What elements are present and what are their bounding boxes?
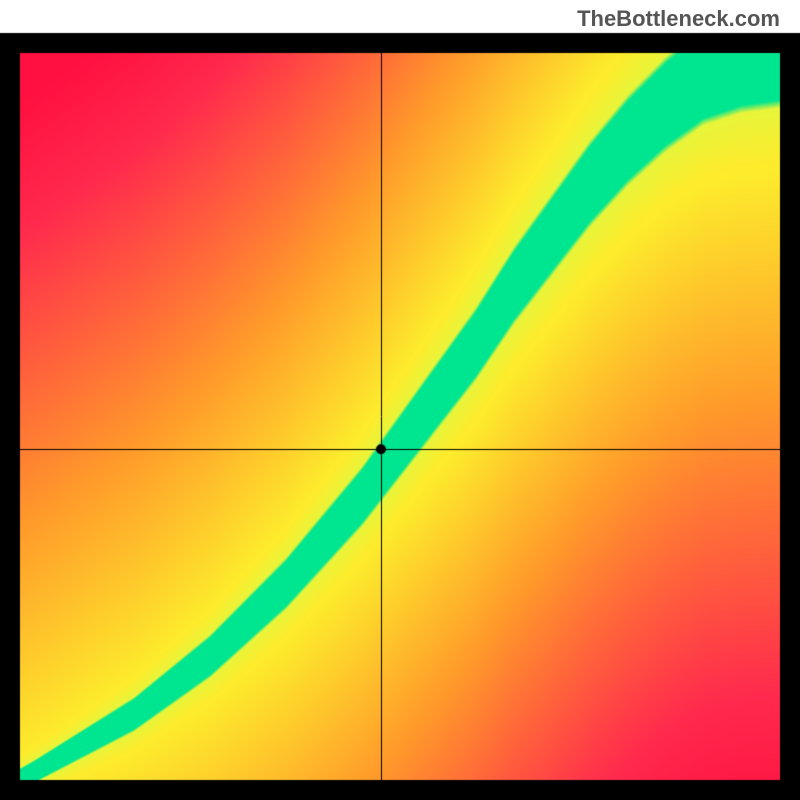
bottleneck-heatmap xyxy=(0,0,800,800)
chart-container: TheBottleneck.com xyxy=(0,0,800,800)
watermark-text: TheBottleneck.com xyxy=(577,6,780,32)
